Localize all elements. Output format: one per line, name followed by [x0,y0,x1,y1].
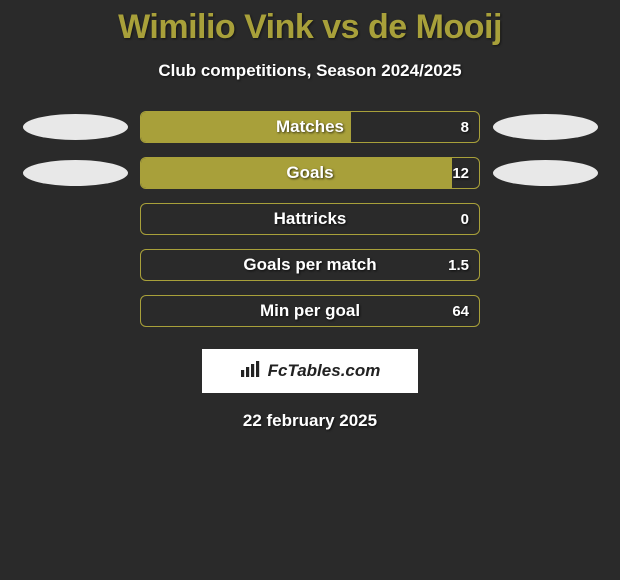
stats-rows: Matches8 Goals12 Hattricks0 Goals per match… [0,111,620,327]
footer-logo: FcTables.com [202,349,418,393]
bar-col: Min per goal64 [140,295,480,327]
bar-col: Goals12 [140,157,480,189]
stat-label: Min per goal [141,296,479,326]
left-shadow-col [10,160,140,186]
stat-row: Goals12 [10,157,610,189]
right-shadow-col [480,160,610,186]
stat-bar: Goals12 [140,157,480,189]
subtitle: Club competitions, Season 2024/2025 [0,61,620,81]
stat-bar: Goals per match1.5 [140,249,480,281]
bar-col: Hattricks0 [140,203,480,235]
stat-label: Goals per match [141,250,479,280]
stat-label: Goals [141,158,479,188]
stat-bar: Min per goal64 [140,295,480,327]
stat-row: Matches8 [10,111,610,143]
footer-logo-text: FcTables.com [268,361,381,381]
bar-col: Matches8 [140,111,480,143]
stat-row: Goals per match1.5 [10,249,610,281]
bar-chart-icon [240,360,262,383]
right-shadow-col [480,114,610,140]
shadow-ellipse-icon [493,114,598,140]
stat-value: 0 [461,204,469,234]
shadow-ellipse-icon [23,114,128,140]
stat-value: 8 [461,112,469,142]
stat-bar: Matches8 [140,111,480,143]
page-title: Wimilio Vink vs de Mooij [0,0,620,47]
stat-row: Hattricks0 [10,203,610,235]
stat-label: Hattricks [141,204,479,234]
stat-label: Matches [141,112,479,142]
left-shadow-col [10,114,140,140]
stat-value: 1.5 [448,250,469,280]
bar-col: Goals per match1.5 [140,249,480,281]
stat-value: 12 [452,158,469,188]
stat-row: Min per goal64 [10,295,610,327]
shadow-ellipse-icon [23,160,128,186]
stat-value: 64 [452,296,469,326]
stat-bar: Hattricks0 [140,203,480,235]
shadow-ellipse-icon [493,160,598,186]
footer-date: 22 february 2025 [0,411,620,431]
